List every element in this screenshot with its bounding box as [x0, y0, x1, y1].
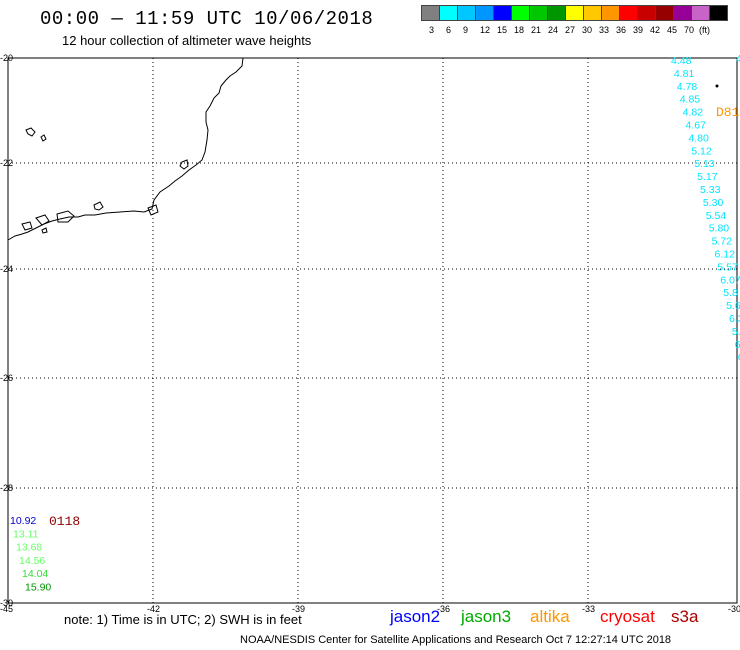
lat-tick-label: -28: [0, 483, 13, 493]
map-subtitle: 12 hour collection of altimeter wave hei…: [62, 33, 312, 48]
color-legend: 3 6 9 12 15 18 21 24 27 30 33 36 39 42 45 70 (ft): [421, 5, 728, 35]
wave-height-label: 6: [738, 352, 740, 364]
wave-height-label: 6.07: [720, 274, 740, 286]
legend-color-bar: [421, 5, 728, 21]
pass-id-label: D818: [716, 105, 740, 120]
legend-label: 15: [497, 25, 508, 35]
lat-tick-label: -20: [0, 53, 13, 63]
legend-labels: 3 6 9 12 15 18 21 24 27 30 33 36 39 42 45 70 (ft): [429, 25, 727, 35]
wave-height-label: 5.72: [712, 236, 733, 248]
wave-height-label: 13.68: [16, 542, 42, 554]
map-grid: [8, 58, 737, 603]
lon-tick-label: -45: [0, 604, 13, 614]
map-frame: [7, 57, 738, 604]
lat-tick-label: -26: [0, 373, 13, 383]
mission-s3a: s3a: [671, 607, 699, 626]
wave-height-label: 4.78: [677, 81, 698, 93]
mission-cryosat: cryosat: [600, 607, 655, 626]
brazil-coastline: [7, 57, 244, 241]
lon-tick-label: -39: [292, 604, 305, 614]
wave-height-label: 15.90: [25, 582, 51, 594]
mission-jason2: jason2: [390, 607, 441, 626]
legend-label: 39: [633, 25, 644, 35]
lon-tick-label: -30: [728, 604, 740, 614]
legend-label: 24: [548, 25, 559, 35]
wave-height-label: 4.82: [683, 107, 704, 119]
wave-height-label: 5.12: [691, 145, 712, 157]
legend-label: 9: [463, 25, 469, 35]
lon-tick-label: -36: [437, 604, 450, 614]
legend-label: 70: [684, 25, 695, 35]
map-title: 00:00 — 11:59 UTC 10/06/2018: [40, 8, 374, 30]
wave-height-label: 4.81: [674, 68, 695, 80]
legend-label: 30: [582, 25, 593, 35]
wave-height-label: 13.11: [13, 528, 39, 540]
legend-label: 21: [531, 25, 542, 35]
wave-height-label: 4.67: [686, 120, 707, 132]
pass-id-label: 0118: [49, 514, 80, 529]
legend-label: 33: [599, 25, 610, 35]
pass-d818: 4.484.814.784.854.824.674.805.125.135.17…: [671, 53, 740, 364]
wave-height-label: 14.04: [22, 568, 48, 580]
legend-label: 3: [429, 25, 435, 35]
legend-label: 42: [650, 25, 661, 35]
wave-height-label: 5.33: [700, 184, 721, 196]
wave-height-label: 5.80: [709, 223, 730, 235]
footer-note: note: 1) Time is in UTC; 2) SWH is in fe…: [64, 612, 302, 627]
map-point-marker: [715, 84, 719, 88]
wave-height-label: 5.17: [697, 171, 718, 183]
wave-height-label: 5.57: [717, 261, 738, 273]
wave-height-label: 4.80: [688, 132, 709, 144]
legend-label: 27: [565, 25, 576, 35]
lat-tick-label: -22: [0, 158, 13, 168]
legend-label: 12: [480, 25, 491, 35]
legend-label: 18: [514, 25, 525, 35]
wave-height-label: 4.85: [680, 94, 701, 106]
wave-height-label: 4: [736, 53, 740, 65]
wave-height-label: 5.3: [732, 326, 740, 338]
coastline-islands: [21, 127, 189, 234]
wave-height-label: 14.56: [19, 555, 45, 567]
lat-tick-label: -24: [0, 264, 13, 274]
credit-line: NOAA/NESDIS Center for Satellite Applica…: [240, 634, 672, 646]
wave-height-label: 4.48: [671, 55, 692, 67]
legend-label: 45: [667, 25, 678, 35]
wave-height-label: 6.3: [729, 313, 740, 325]
lon-tick-label: -42: [147, 604, 160, 614]
wave-height-label: 5.30: [703, 197, 724, 209]
mission-jason3: jason3: [461, 607, 512, 626]
axis-ticks: -45 -42 -39 -36 -33 -30 -20 -22 -24 -26 -28 -30: [0, 53, 740, 614]
wave-height-label: 5.13: [694, 158, 715, 170]
wave-height-label: 10.92: [10, 515, 36, 527]
legend-unit: (ft): [699, 25, 710, 35]
wave-height-label: 5.8: [723, 287, 738, 299]
lat-tick-label: -30: [0, 598, 13, 608]
wave-height-label: 5.6: [726, 300, 740, 312]
legend-label: 6: [446, 25, 452, 35]
wave-height-label: 5.54: [706, 210, 727, 222]
mission-altika: altika: [530, 607, 570, 626]
wave-height-label: 6: [735, 339, 740, 351]
legend-swatch: [709, 5, 728, 21]
lon-tick-label: -33: [582, 604, 595, 614]
legend-label: 36: [616, 25, 627, 35]
wave-height-label: 6.12: [715, 249, 736, 261]
